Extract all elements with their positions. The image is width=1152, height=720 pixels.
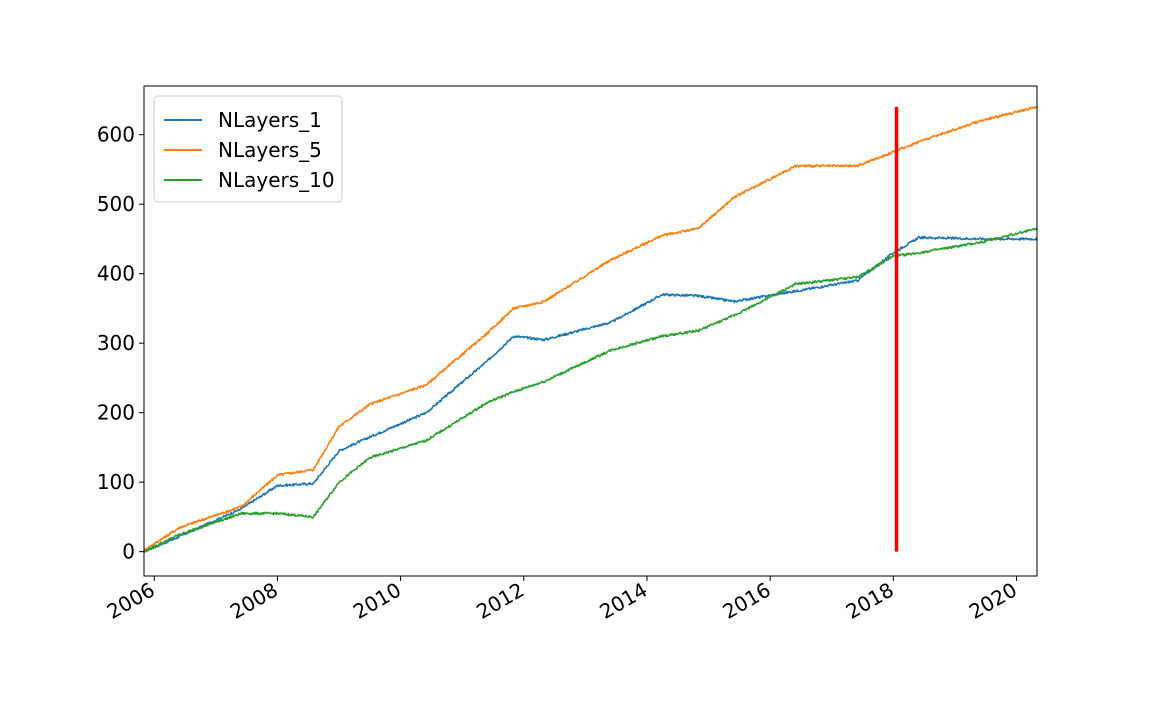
y-tick-label: 0 [122, 540, 135, 564]
series-layer [143, 105, 1038, 553]
x-tick-label: 2016 [719, 578, 775, 624]
y-tick-label: 400 [97, 262, 135, 286]
x-tick-label: 2014 [595, 578, 651, 624]
x-tick-label: 2018 [842, 578, 898, 624]
y-tick-label: 300 [97, 331, 135, 355]
legend-label-NLayers_5: NLayers_5 [218, 138, 322, 162]
legend: NLayers_1 NLayers_5 NLayers_10 [153, 95, 343, 203]
legend-label-NLayers_1: NLayers_1 [218, 108, 322, 132]
y-axis: 0 100 200 300 400 500 600 [97, 123, 144, 564]
plot-area-frame [143, 85, 1038, 577]
y-tick-label: 200 [97, 401, 135, 425]
series-line-NLayers_5 [143, 105, 1038, 552]
x-tick-label: 2012 [472, 578, 528, 624]
legend-box [153, 95, 343, 203]
x-tick-label: 2020 [965, 578, 1021, 624]
x-tick-label: 2008 [226, 578, 282, 624]
y-tick-label: 100 [97, 470, 135, 494]
legend-label-NLayers_10: NLayers_10 [218, 168, 335, 192]
series-line-NLayers_10 [143, 227, 1038, 553]
series-line-NLayers_1 [143, 235, 1038, 553]
y-tick-label: 600 [97, 123, 135, 147]
x-tick-label: 2006 [103, 578, 159, 624]
y-tick-label: 500 [97, 192, 135, 216]
x-axis: 2006 2008 2010 2012 2014 2016 2018 2020 [103, 576, 1021, 624]
x-tick-label: 2010 [349, 578, 405, 624]
